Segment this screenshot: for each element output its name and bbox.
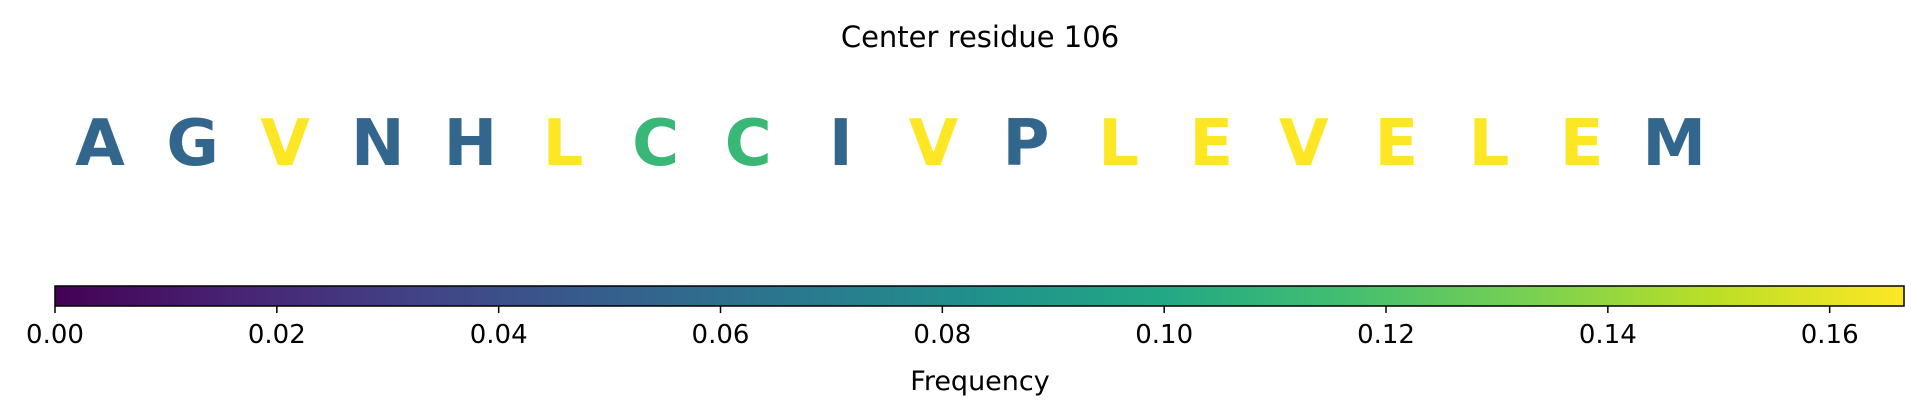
colorbar-label: Frequency <box>910 366 1050 397</box>
colorbar-tick-label: 0.04 <box>470 320 528 350</box>
residue-letter: L <box>1098 107 1139 181</box>
colorbar-tick-label: 0.16 <box>1801 320 1859 350</box>
colorbar-ticks: 0.00 0.02 0.04 0.06 0.08 0.10 0.12 0.14 0.16 <box>26 306 1859 350</box>
colorbar-tick-label: 0.08 <box>913 320 971 350</box>
chart-title: Center residue 106 <box>841 20 1119 54</box>
residue-letter: H <box>444 107 498 181</box>
residue-letter: I <box>829 107 853 181</box>
residue-letter: C <box>725 107 772 181</box>
residue-letter: N <box>351 107 405 181</box>
colorbar-tick-label: 0.06 <box>692 320 750 350</box>
residue-letter: E <box>1560 107 1604 181</box>
colorbar-tick-label: 0.02 <box>248 320 306 350</box>
residue-letter: L <box>1469 107 1510 181</box>
residue-letter: E <box>1375 107 1419 181</box>
residue-letter: C <box>632 107 679 181</box>
colorbar-tick-label: 0.10 <box>1135 320 1193 350</box>
residue-letter: V <box>909 107 959 181</box>
colorbar-tick-label: 0.12 <box>1357 320 1415 350</box>
residue-letter: V <box>1279 107 1329 181</box>
colorbar-tick-label: 0.14 <box>1579 320 1637 350</box>
colorbar <box>54 285 1905 307</box>
residue-letter: G <box>166 107 219 181</box>
colorbar-tick-label: 0.00 <box>26 320 84 350</box>
residue-letter: E <box>1189 107 1233 181</box>
residue-letter: M <box>1642 107 1706 181</box>
residue-letter: P <box>1003 107 1050 181</box>
residue-letter: V <box>260 107 310 181</box>
residue-letter: A <box>75 107 125 181</box>
residue-letter: L <box>543 107 584 181</box>
